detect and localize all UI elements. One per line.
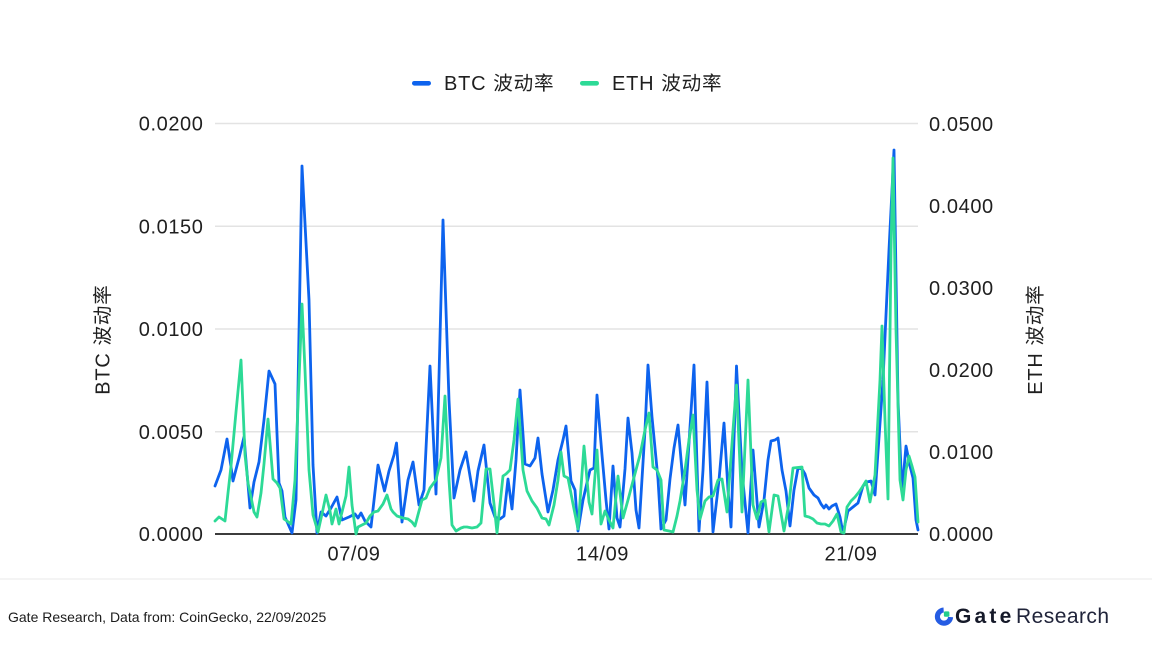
svg-text:BTC: BTC: [93, 352, 115, 394]
svg-text:0.0200: 0.0200: [929, 360, 994, 382]
svg-text:0.0200: 0.0200: [139, 114, 204, 136]
svg-text:07/09: 07/09: [327, 544, 380, 566]
svg-text:0.0000: 0.0000: [139, 524, 204, 546]
svg-text:Gate Research, Data from: Coin: Gate Research, Data from: CoinGecko, 22/…: [8, 609, 326, 625]
svg-text:0.0400: 0.0400: [929, 196, 994, 218]
svg-text:Gate: Gate: [955, 605, 1015, 628]
svg-text:0.0150: 0.0150: [139, 216, 204, 238]
svg-text:0.0000: 0.0000: [929, 524, 994, 546]
svg-text:Research: Research: [1016, 605, 1109, 628]
svg-text:0.0300: 0.0300: [929, 278, 994, 300]
svg-text:0.0100: 0.0100: [139, 319, 204, 341]
svg-text:ETH: ETH: [1025, 352, 1047, 394]
svg-text:0.0500: 0.0500: [929, 114, 994, 136]
svg-text:BTC: BTC: [444, 73, 486, 95]
svg-text:0.0100: 0.0100: [929, 442, 994, 464]
svg-text:0.0050: 0.0050: [139, 422, 204, 444]
svg-text:ETH: ETH: [612, 73, 654, 95]
svg-text:14/09: 14/09: [576, 544, 629, 566]
svg-text:21/09: 21/09: [824, 544, 877, 566]
